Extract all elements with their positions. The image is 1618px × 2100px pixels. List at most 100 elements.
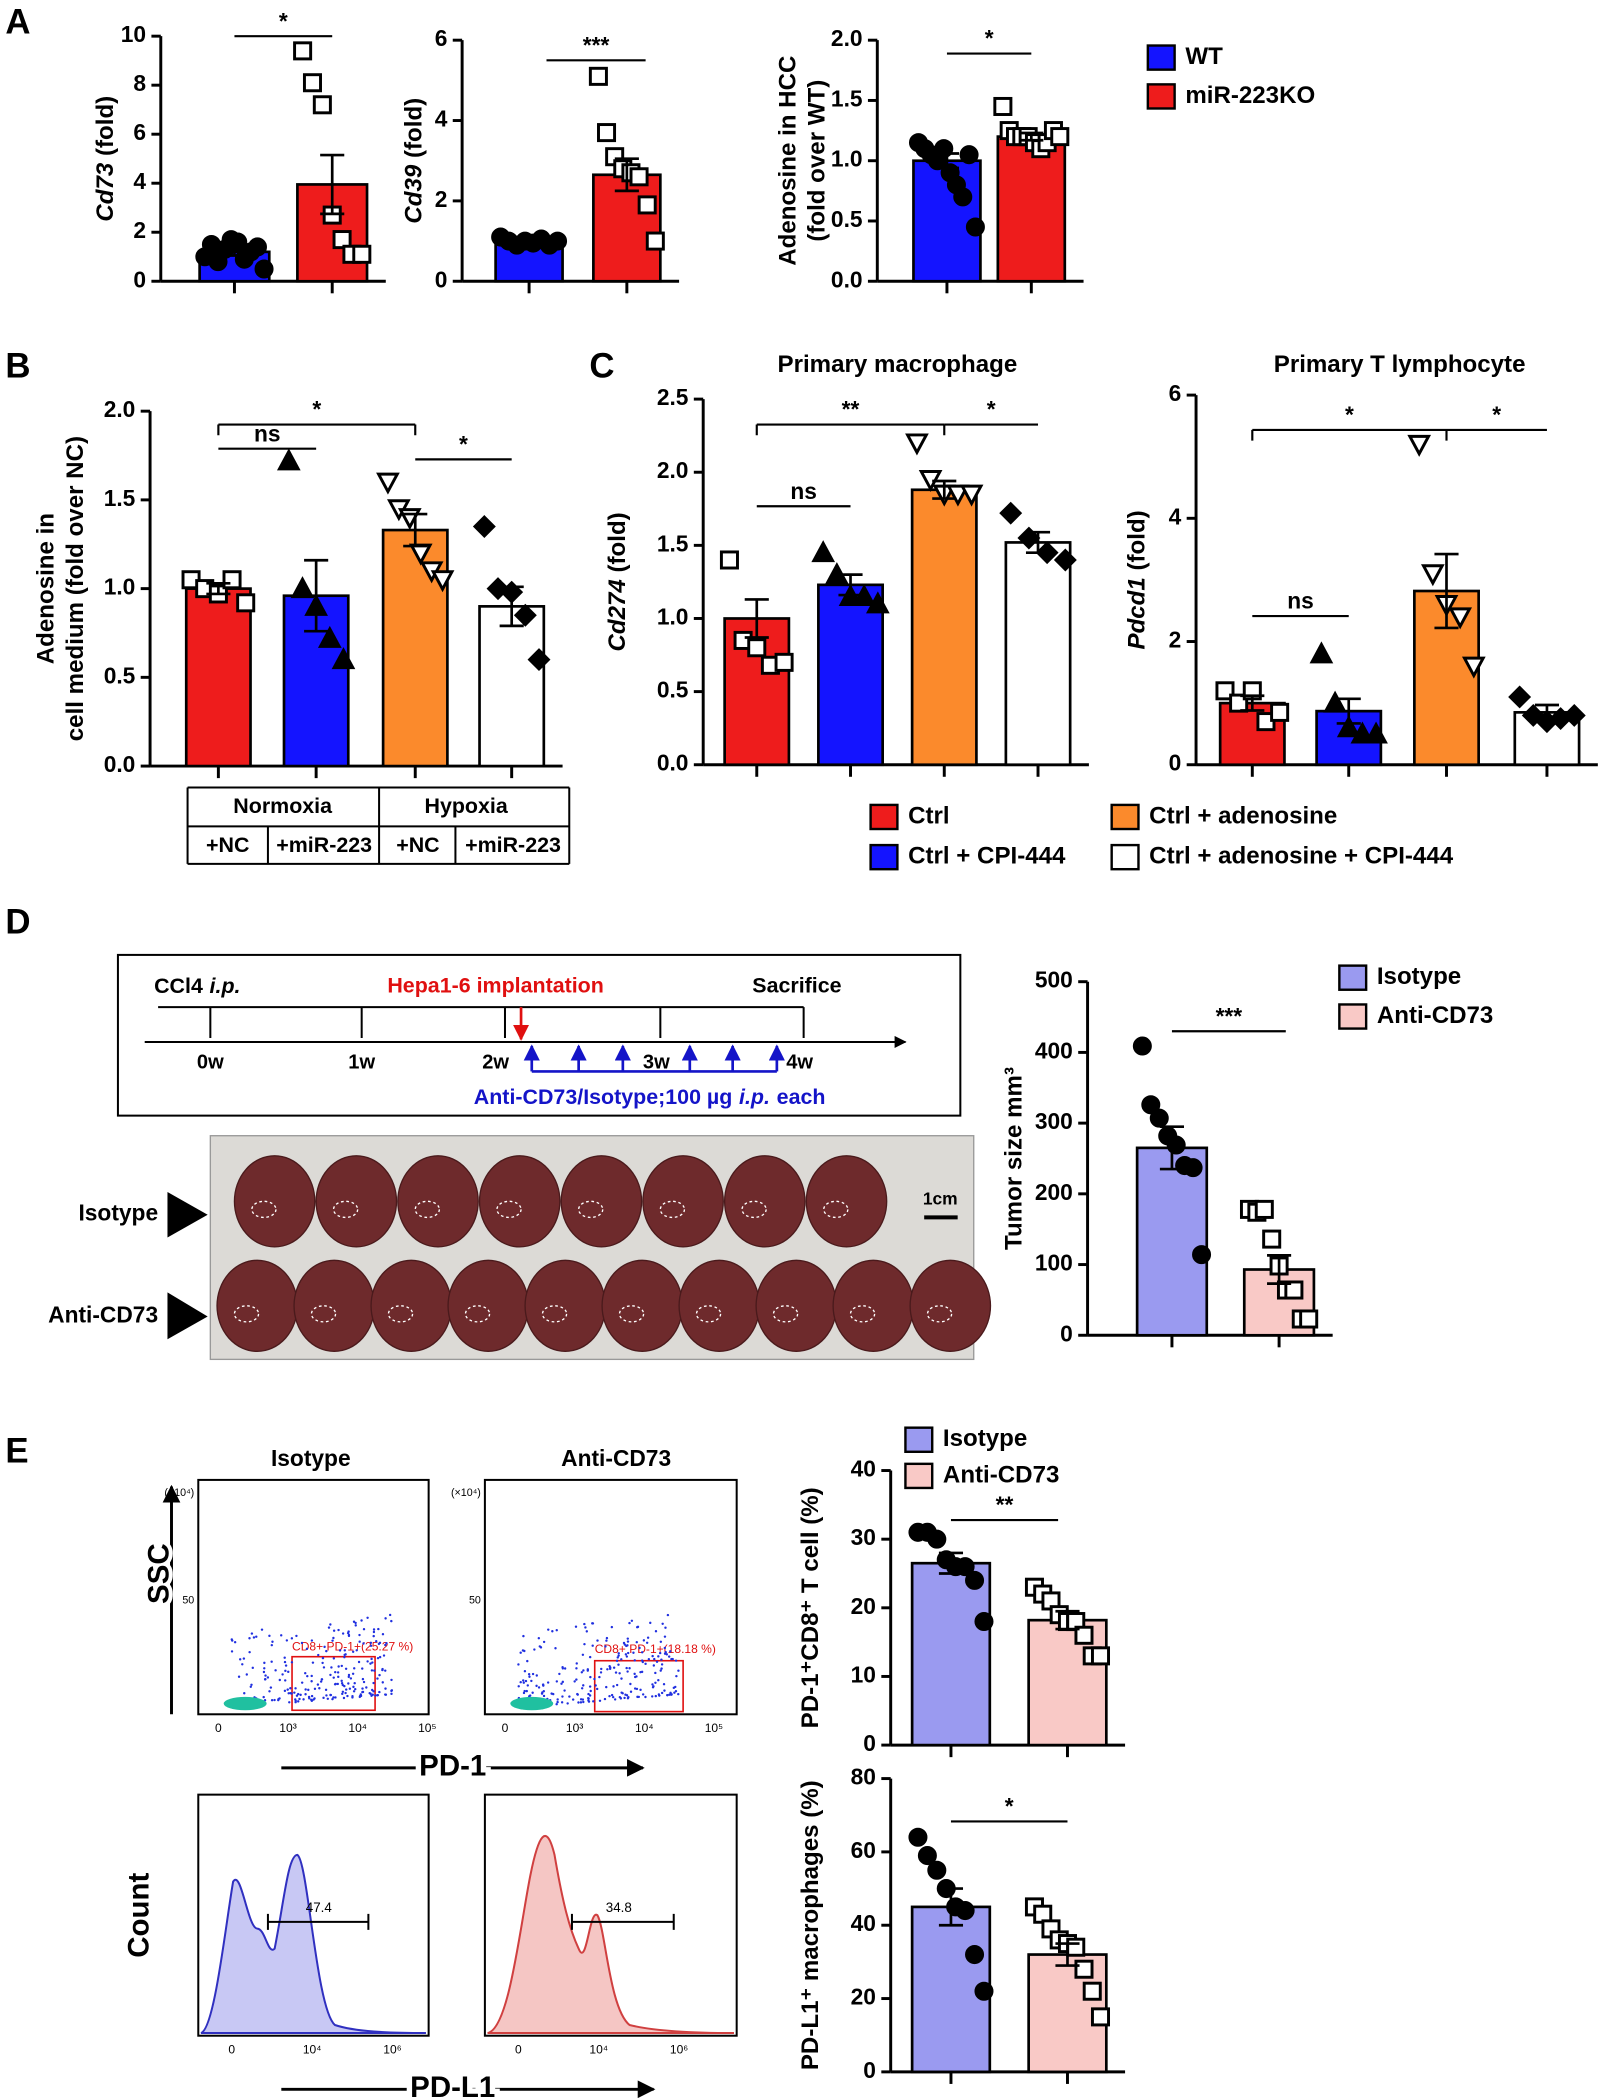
liver <box>678 1259 761 1353</box>
y-tick-label: 400 <box>1035 1037 1073 1063</box>
flow-event <box>647 1658 651 1661</box>
flow-event <box>305 1647 309 1651</box>
flow-event <box>542 1684 545 1687</box>
flow-event <box>313 1687 317 1691</box>
data-point <box>430 570 455 593</box>
liver <box>478 1155 561 1248</box>
flow-event <box>347 1682 350 1685</box>
flow-event <box>649 1621 652 1625</box>
flow-event <box>665 1653 669 1656</box>
data-point <box>747 638 767 658</box>
data-point <box>908 1827 928 1847</box>
flow-event <box>677 1692 680 1696</box>
data-point <box>1215 681 1235 701</box>
flow-event <box>290 1661 294 1664</box>
bar <box>1135 1146 1209 1337</box>
flow-event <box>252 1636 256 1639</box>
liver <box>315 1155 398 1248</box>
flow-tick-label: 0 <box>502 1721 509 1735</box>
flow-event <box>625 1644 628 1648</box>
data-point <box>376 472 400 495</box>
flow-event <box>365 1686 368 1689</box>
flow-event <box>617 1652 620 1655</box>
flow-event <box>654 1671 657 1675</box>
y-axis-title: (fold over WT) <box>804 80 831 242</box>
flow-event <box>573 1680 576 1683</box>
y-axis-title-gene: Cd274 <box>604 579 631 651</box>
flow-event <box>654 1630 658 1633</box>
significance-label: * <box>312 396 321 422</box>
legend-label: miR-223KO <box>1185 82 1315 109</box>
flow-event <box>390 1692 393 1696</box>
flow-event <box>370 1669 374 1672</box>
flow-event <box>671 1657 674 1661</box>
flow-event <box>298 1697 301 1701</box>
tumor-outline <box>251 1200 277 1219</box>
flow-event <box>351 1695 354 1698</box>
flow-event <box>351 1650 355 1654</box>
significance-label: ** <box>996 1492 1014 1518</box>
flow-event <box>535 1674 538 1677</box>
flow-event <box>344 1667 348 1671</box>
flow-event <box>337 1665 340 1668</box>
y-tick-label: 0 <box>133 266 146 292</box>
y-tick-label: 6 <box>435 25 448 51</box>
data-point <box>1562 703 1586 727</box>
flow-tick-label: 0 <box>515 2043 522 2057</box>
legend-label: Ctrl + CPI-444 <box>908 843 1066 870</box>
flow-event <box>361 1677 365 1681</box>
data-point <box>1309 641 1334 664</box>
flow-event <box>366 1616 369 1619</box>
flow-cytometry: Isotype Anti-CD73 SSC PD-1 Count PD-L1 C… <box>122 1445 738 2100</box>
data-point <box>1074 1625 1094 1645</box>
y-tick-label: 1.5 <box>104 485 136 511</box>
flow-event <box>288 1701 291 1704</box>
y-axis-title: Tumor size mm³ <box>1001 1067 1028 1250</box>
flow-event <box>616 1656 619 1659</box>
error-bar <box>1025 530 1051 555</box>
bar <box>478 605 546 768</box>
flow-event <box>526 1659 529 1663</box>
flow-event <box>666 1613 670 1617</box>
flow-event <box>539 1646 543 1649</box>
flow-event <box>375 1640 378 1643</box>
flow-event <box>644 1662 647 1666</box>
flow-event <box>584 1626 587 1629</box>
flow-event <box>636 1695 639 1699</box>
data-point <box>597 123 617 143</box>
tumor-outline <box>659 1200 686 1219</box>
y-tick-label: 8 <box>133 70 146 96</box>
flow-event <box>233 1641 237 1644</box>
flow-event <box>624 1653 628 1656</box>
flow-event <box>262 1670 266 1674</box>
flow-event <box>325 1694 328 1697</box>
flow-event <box>626 1670 629 1673</box>
liver <box>723 1155 806 1248</box>
bar-chart: 0 20 40 60 80 PD-L1⁺ macrophages (%) * <box>797 1764 1126 2084</box>
flow-event <box>675 1674 678 1678</box>
flow-event <box>617 1654 620 1657</box>
error-bar <box>1055 1942 1080 1967</box>
flow-event <box>640 1651 644 1654</box>
flow-event <box>278 1697 281 1700</box>
axis-title: SSC <box>143 1543 176 1604</box>
bar <box>910 1561 992 1747</box>
data-point <box>974 1981 994 2001</box>
flow-event <box>537 1637 541 1640</box>
flow-event <box>618 1672 621 1675</box>
data-point <box>1050 127 1070 147</box>
flow-event <box>677 1669 680 1672</box>
error-bar <box>1019 131 1044 142</box>
legend-swatch <box>1110 843 1140 871</box>
flow-event <box>323 1645 326 1649</box>
flow-event <box>263 1661 266 1665</box>
flow-event <box>304 1688 307 1691</box>
significance-label: ns <box>1287 588 1314 614</box>
flow-event <box>287 1670 290 1674</box>
data-point <box>1090 1646 1111 1666</box>
liver <box>805 1155 888 1248</box>
y-tick-label: 20 <box>851 1984 876 2010</box>
y-tick-label: 100 <box>1035 1250 1073 1276</box>
flow-event <box>606 1668 609 1671</box>
y-tick-label: 40 <box>851 1456 876 1482</box>
